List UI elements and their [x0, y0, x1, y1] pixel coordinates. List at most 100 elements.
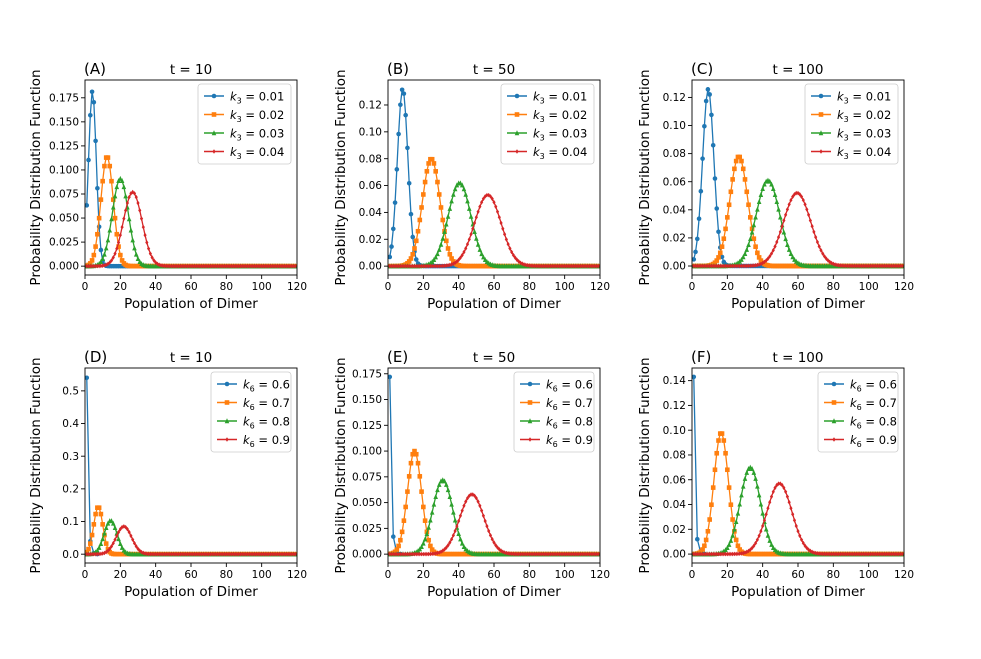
legend-var: k: [546, 414, 554, 428]
data-point: [152, 551, 156, 557]
data-point: [414, 263, 418, 269]
data-point: [400, 551, 404, 557]
data-point: [258, 551, 262, 557]
data-point: [406, 180, 412, 186]
data-point: [837, 551, 841, 557]
data-point: [746, 263, 751, 269]
series-1: [85, 375, 100, 557]
legend-var: k: [850, 377, 858, 391]
panel-c: 0 20 40 60 80 100 120 0.00 0.02 0.04 0.06 0.08 0.10 0…: [637, 60, 914, 312]
data-point: [785, 241, 790, 247]
data-point: [111, 255, 115, 260]
y-tick-label: 0.100: [352, 446, 382, 458]
data-point: [283, 263, 287, 269]
data-point: [275, 263, 280, 269]
legend-var: k: [546, 396, 554, 410]
data-point: [817, 244, 821, 249]
data-point: [141, 550, 145, 556]
data-point: [449, 262, 454, 267]
data-point: [510, 551, 514, 557]
data-point: [419, 205, 424, 210]
data-point: [699, 263, 703, 269]
data-point: [522, 551, 526, 557]
series-line: [86, 377, 98, 555]
data-point: [707, 92, 712, 97]
data-point: [517, 551, 521, 557]
data-point: [424, 169, 430, 174]
legend-item-3: k6 = 0.8: [520, 414, 593, 430]
data-point: [95, 263, 99, 269]
data-point: [784, 489, 788, 495]
data-point: [171, 263, 175, 269]
y-tick-label: 0.14: [663, 375, 687, 387]
data-point: [146, 246, 151, 251]
panel-a: 0 20 40 60 80 100 120 0.000 0.025 0.050 0.075 0.100…: [28, 60, 307, 312]
data-point: [106, 261, 110, 267]
x-tick-label: 20: [721, 569, 734, 581]
data-point: [861, 263, 865, 269]
data-point: [561, 263, 565, 269]
legend-item-3: k3 = 0.03: [811, 126, 891, 142]
data-point: [106, 548, 110, 554]
data-point: [709, 502, 714, 508]
legend-item-2: k6 = 0.7: [824, 396, 897, 412]
legend-label: k6 = 0.8: [850, 414, 897, 430]
legend-label: k6 = 0.9: [850, 433, 897, 449]
data-point: [550, 551, 554, 557]
data-point: [281, 263, 285, 269]
legend-sub: 6: [250, 421, 255, 430]
data-point: [433, 254, 438, 260]
data-point: [750, 545, 754, 551]
data-point: [721, 236, 727, 241]
data-point: [244, 263, 248, 269]
data-point: [760, 510, 765, 516]
data-point: [210, 263, 214, 269]
data-point: [536, 263, 540, 269]
data-point: [708, 263, 712, 269]
data-point: [897, 551, 901, 557]
data-point: [95, 231, 100, 237]
data-point: [789, 505, 793, 511]
legend-sub: 6: [553, 440, 558, 449]
data-point: [700, 551, 705, 557]
data-point: [431, 257, 437, 263]
data-point: [130, 237, 135, 243]
data-point: [191, 263, 195, 269]
data-point: [419, 263, 424, 269]
legend-item-4: k3 = 0.04: [811, 145, 891, 161]
data-point: [492, 200, 496, 205]
legend-item-3: k6 = 0.8: [824, 414, 897, 430]
data-point: [525, 551, 530, 557]
data-point: [749, 229, 755, 235]
data-point: [134, 194, 138, 200]
data-point: [772, 191, 778, 197]
data-point: [446, 543, 450, 548]
legend-item-1: k6 = 0.6: [824, 377, 897, 393]
data-point: [122, 216, 126, 221]
data-point: [157, 551, 161, 557]
data-point: [411, 551, 415, 557]
legend-item-4: k6 = 0.9: [217, 433, 290, 449]
data-point: [233, 263, 237, 269]
data-point: [805, 207, 809, 212]
legend-marker: [831, 381, 837, 387]
legend-sub: 3: [844, 133, 849, 142]
legend-label: k3 = 0.02: [837, 108, 891, 124]
data-point: [863, 263, 867, 269]
data-point: [210, 551, 214, 557]
data-point: [436, 481, 442, 487]
data-point: [411, 263, 415, 269]
data-point: [143, 551, 147, 556]
data-point: [726, 202, 732, 208]
data-point: [767, 178, 773, 184]
data-point: [91, 522, 97, 527]
data-point: [794, 190, 798, 196]
data-point: [201, 263, 205, 269]
data-point: [729, 263, 733, 269]
data-point: [720, 551, 724, 557]
data-point: [208, 551, 213, 557]
chart-title: t = 50: [473, 62, 515, 78]
data-point: [881, 263, 885, 269]
data-point: [459, 540, 465, 546]
data-point: [554, 263, 558, 269]
